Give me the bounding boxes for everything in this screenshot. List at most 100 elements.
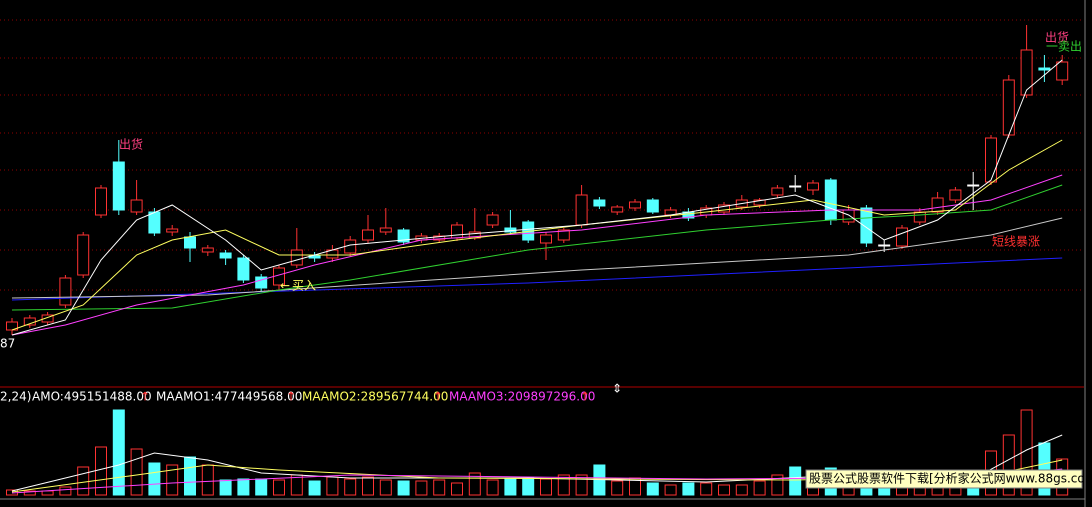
candle-body [629, 201, 641, 209]
candle-body [860, 207, 873, 244]
volume-bar [326, 476, 339, 496]
volume-bar [362, 476, 374, 496]
volume-bar [166, 464, 179, 496]
annotation: 出货 [119, 137, 143, 152]
candle-body [41, 314, 54, 323]
volume-bar [344, 478, 357, 496]
volume-bar [433, 479, 446, 496]
volume-bar [646, 482, 659, 496]
volume-bar [700, 482, 713, 496]
volume-bar [557, 474, 570, 496]
moving-average [11, 217, 1063, 299]
watermark-box [805, 469, 1083, 489]
volume-bar [255, 478, 268, 496]
arrow-icon: ← [280, 279, 290, 293]
volume-bar [397, 480, 410, 496]
volume-bar [735, 484, 748, 496]
candle-body [967, 184, 980, 187]
candle-body [878, 244, 891, 247]
volume-bar [1002, 434, 1015, 496]
price-label: 87 [0, 337, 15, 351]
volume-bar [201, 464, 214, 496]
candle-body [433, 235, 446, 241]
candle-body [949, 189, 962, 201]
indicator-arrow: ↑ [433, 390, 443, 404]
candle-body [255, 276, 268, 289]
candle-body [362, 229, 374, 241]
indicator-prefix: 2,24) [0, 390, 31, 404]
candle-body [201, 247, 214, 253]
candle-body [451, 224, 463, 239]
watermark: 股票公式股票软件下载[分析家公式网www.88gs.com] [809, 471, 1092, 486]
moving-average [11, 59, 1063, 336]
candle-body [807, 182, 819, 191]
annotation: 一卖出 [1046, 40, 1082, 54]
annotation: 短线暴涨 [992, 234, 1040, 249]
annotation: 出货 [1045, 30, 1069, 45]
volume-bar [59, 486, 72, 496]
candle-body [379, 227, 392, 233]
candle-body [575, 194, 588, 226]
candle-body [397, 229, 410, 243]
candle-body [59, 277, 72, 306]
volume-bar [415, 480, 428, 496]
volume-bar [664, 484, 677, 496]
volume-bar [130, 448, 143, 496]
candle-body [896, 227, 908, 247]
volume-bar [718, 484, 730, 496]
volume-bar [522, 477, 535, 496]
volume-bar [504, 477, 517, 496]
volume-bar [540, 478, 552, 496]
candle-body [219, 252, 232, 259]
volume-bar [184, 456, 196, 496]
candle-body [753, 199, 766, 206]
candle-body [557, 229, 570, 241]
volume-bar [148, 462, 161, 496]
marks [0, 19, 1084, 496]
indicator-arrow: ↑ [286, 390, 296, 404]
indicator-value: MAAMO1:477449568.00 [156, 390, 302, 404]
resize-cursor: ⇕ [612, 382, 622, 396]
candle-body [290, 249, 303, 266]
candle-body [771, 187, 784, 196]
candle-body [486, 214, 499, 226]
volume-bar [23, 490, 36, 496]
volume-bar [771, 474, 784, 496]
volume-bar [112, 409, 125, 496]
candle-body [842, 209, 855, 223]
candle-body [130, 199, 143, 213]
volume-bar [379, 479, 392, 496]
candle-body [646, 199, 659, 213]
indicator-arrow: ↑ [140, 390, 150, 404]
candle-body [718, 204, 730, 213]
volume-bar [237, 478, 250, 496]
candle-body [824, 179, 837, 221]
indicator-value: MAAMO2:289567744.00 [302, 390, 448, 404]
candle-body [1020, 49, 1033, 96]
candle-body [913, 211, 926, 223]
candle-body [789, 185, 802, 188]
indicator-arrow: ↑ [580, 390, 590, 404]
volume-bar [486, 479, 499, 496]
candle-body [95, 187, 107, 216]
volume-bar [789, 466, 802, 496]
indicator-value: MAAMO3:209897296.00 [449, 390, 595, 404]
volume-bar [77, 466, 90, 496]
moving-average [11, 184, 1063, 311]
annotation: 买入 [292, 279, 316, 293]
candle-body [611, 206, 624, 213]
volume-bar [273, 479, 285, 496]
volume-bar [451, 482, 463, 496]
candle-body [237, 257, 250, 281]
volume-bar [753, 480, 766, 496]
moving-average [11, 257, 1063, 301]
candle-body [985, 137, 997, 183]
candle-body [1002, 79, 1015, 136]
candle-body [1038, 67, 1051, 71]
candle-body [166, 228, 179, 233]
volume-bar [308, 480, 321, 496]
candle-body [593, 199, 606, 207]
indicator-value: AMO:495151488.00 [32, 390, 152, 404]
candle-body [1056, 61, 1069, 81]
